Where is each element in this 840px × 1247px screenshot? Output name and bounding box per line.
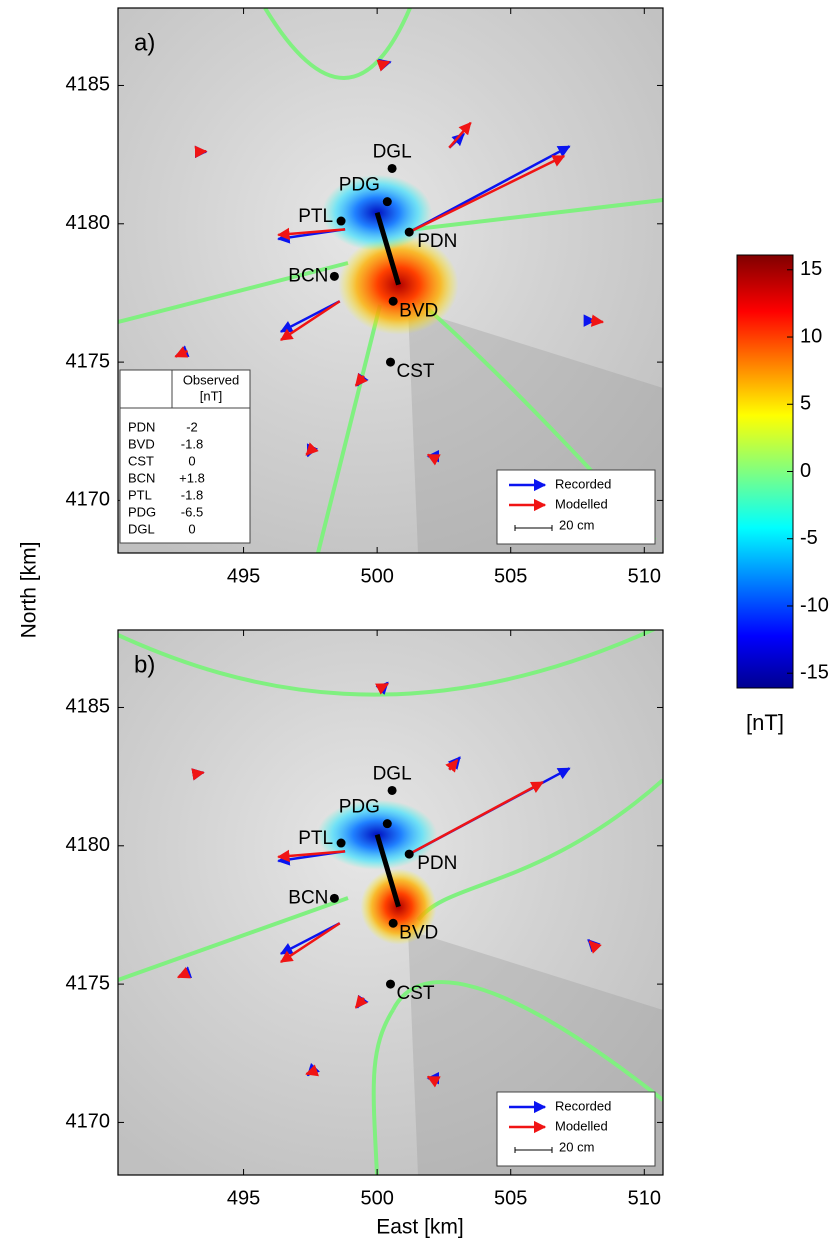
y-tick-label: 4180: [66, 212, 111, 234]
x-tick-label: 505: [494, 565, 527, 587]
station: [386, 358, 395, 367]
colorbar: [737, 255, 793, 688]
table-cell: -2: [186, 419, 198, 434]
table-cell: CST: [128, 453, 154, 468]
table-cell: BVD: [128, 436, 155, 451]
x-tick-label: 510: [628, 1187, 661, 1209]
x-tick-label: 495: [227, 1187, 260, 1209]
table-cell: -1.8: [181, 436, 203, 451]
modelled-vector: [590, 941, 591, 942]
station-label: PDG: [339, 797, 380, 818]
station: [405, 228, 414, 237]
modelled-vector: [195, 151, 206, 152]
figure: North [km] East [km] DGL PDG PTL PDN BCN BVD C…: [0, 0, 840, 1247]
station-label: CST: [397, 983, 435, 1004]
scale-label: 20 cm: [559, 517, 594, 532]
station-label: PTL: [298, 828, 333, 849]
colorbar-tick-label: 10: [800, 325, 822, 347]
table-cell: BCN: [128, 470, 155, 485]
station-label: PTL: [298, 206, 333, 227]
x-tick-label: 505: [494, 1187, 527, 1209]
y-tick-label: 4170: [66, 489, 111, 511]
scale-label: 20 cm: [559, 1139, 594, 1154]
x-axis-label: East [km]: [376, 1216, 464, 1239]
modelled-vector: [591, 321, 603, 322]
table-cell: +1.8: [179, 470, 205, 485]
table-cell: DGL: [128, 521, 155, 536]
x-tick-label: 500: [360, 565, 393, 587]
y-tick-label: 4180: [66, 834, 111, 856]
panel-label: b): [134, 651, 155, 678]
colorbar-tick-label: -10: [800, 594, 829, 616]
legend-label: Recorded: [555, 1098, 611, 1113]
table-cell: 0: [188, 521, 195, 536]
y-tick-label: 4185: [66, 74, 111, 96]
station-label: DGL: [373, 763, 412, 784]
panel: DGL PDG PTL PDN BCN BVD CST a) 495 500 505 510 4170 4…: [66, 8, 664, 587]
colorbar-tick-label: -5: [800, 527, 818, 549]
x-tick-label: 495: [227, 565, 260, 587]
table-cell: -6.5: [181, 504, 203, 519]
colorbar-tick-label: 15: [800, 258, 822, 280]
colorbar-label: [nT]: [746, 710, 784, 735]
station: [389, 297, 398, 306]
station: [386, 980, 395, 989]
x-tick-label: 500: [360, 1187, 393, 1209]
station: [337, 217, 346, 226]
modelled-vector: [428, 455, 431, 456]
panel-label: a): [134, 29, 155, 56]
station: [330, 272, 339, 281]
station: [337, 839, 346, 848]
colorbar-tick-label: 0: [800, 460, 811, 482]
station: [330, 894, 339, 903]
colorbar-tick-label: -15: [800, 661, 829, 683]
panel: DGL PDG PTL PDN BCN BVD CST b) 495 500 505 510 4170 4…: [66, 625, 664, 1209]
y-tick-label: 4175: [66, 972, 111, 994]
y-tick-label: 4175: [66, 350, 111, 372]
station: [389, 919, 398, 928]
station-label: BVD: [399, 922, 438, 943]
station-label: BCN: [288, 887, 328, 908]
table-header: Observed: [183, 372, 239, 387]
modelled-vector: [385, 684, 388, 685]
modelled-vector: [385, 62, 389, 63]
table-cell: 0: [188, 453, 195, 468]
station-label: CST: [397, 361, 435, 382]
modelled-vector: [306, 1073, 310, 1074]
colorbar-tick-label: 5: [800, 393, 811, 415]
station: [388, 164, 397, 173]
station-label: PDN: [417, 853, 457, 874]
x-tick-label: 510: [628, 565, 661, 587]
station-label: PDG: [339, 175, 380, 196]
station-label: BVD: [399, 300, 438, 321]
y-axis-label: North [km]: [18, 542, 41, 639]
station: [383, 819, 392, 828]
table-cell: PTL: [128, 487, 152, 502]
table-cell: PDG: [128, 504, 156, 519]
station-label: DGL: [373, 141, 412, 162]
station: [388, 786, 397, 795]
table-header: [nT]: [200, 388, 222, 403]
legend-label: Modelled: [555, 496, 608, 511]
station-label: BCN: [288, 265, 328, 286]
modelled-vector: [195, 772, 203, 773]
legend-label: Modelled: [555, 1118, 608, 1133]
y-tick-label: 4185: [66, 696, 111, 718]
station-label: PDN: [417, 231, 457, 252]
station: [383, 197, 392, 206]
y-tick-label: 4170: [66, 1111, 111, 1133]
modelled-vector: [428, 1077, 431, 1078]
table-cell: -1.8: [181, 487, 203, 502]
table-cell: PDN: [128, 419, 155, 434]
legend-label: Recorded: [555, 476, 611, 491]
station: [405, 850, 414, 859]
